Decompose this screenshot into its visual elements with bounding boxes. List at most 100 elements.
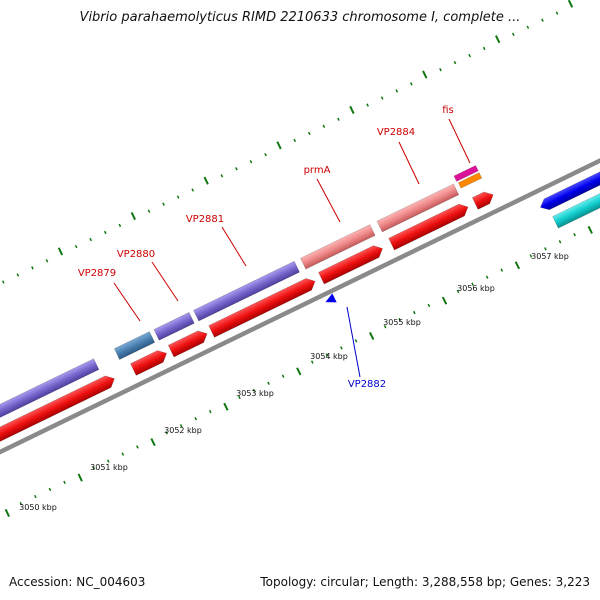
ruler-tick	[162, 202, 165, 206]
ruler-kbp-label: 3054 kbp	[310, 352, 348, 361]
ruler-tick	[249, 160, 253, 164]
callout-line	[316, 178, 341, 223]
ruler-tick	[179, 424, 183, 428]
ruler-tick	[252, 388, 256, 393]
ruler-tick	[511, 32, 515, 37]
reverse-gene-feature[interactable]	[552, 163, 600, 229]
ruler-tick	[439, 68, 442, 72]
gene-feature[interactable]	[113, 331, 156, 360]
ruler-tick	[150, 438, 156, 447]
ruler-tick	[130, 212, 136, 221]
ruler-tick	[573, 233, 576, 237]
ruler-tick	[57, 247, 64, 256]
ruler-tick	[31, 266, 34, 270]
ruler-tick	[165, 431, 168, 435]
ruler-tick	[293, 138, 297, 143]
ruler-tick	[194, 416, 198, 421]
callout-line	[221, 226, 247, 267]
gene-feature[interactable]	[153, 312, 195, 341]
ruler-tick	[1, 280, 5, 284]
ruler-tick	[325, 353, 329, 357]
ruler-tick	[77, 473, 83, 482]
ruler-tick	[264, 152, 267, 157]
ruler-tick	[276, 141, 282, 150]
callout-line	[346, 306, 361, 378]
ruler-tick	[176, 195, 180, 199]
ruler-tick	[555, 11, 559, 15]
ruler-tick	[526, 25, 530, 29]
ruler-tick	[121, 452, 125, 456]
ruler-tick	[514, 261, 521, 270]
gene-label[interactable]: VP2880	[117, 249, 155, 260]
reverse-small-feature[interactable]	[323, 293, 337, 306]
ruler-tick	[485, 275, 489, 279]
ruler-tick	[529, 254, 533, 258]
ruler-tick	[337, 117, 340, 121]
cds-feature[interactable]	[0, 373, 117, 471]
gene-label[interactable]: prmA	[304, 165, 331, 176]
reverse-ruler-ticks	[4, 225, 593, 517]
ruler-tick	[468, 53, 471, 58]
cds-feature[interactable]	[130, 347, 170, 376]
gene-fis-feature[interactable]	[453, 165, 479, 182]
gene-label[interactable]: VP2879	[78, 268, 116, 279]
ruler-tick	[238, 395, 241, 400]
ruler-tick	[118, 223, 122, 228]
ruler-tick	[409, 82, 413, 86]
ruler-tick	[495, 35, 501, 44]
ruler-tick	[307, 131, 311, 136]
ruler-tick	[74, 244, 78, 249]
ruler-tick	[544, 247, 547, 251]
gene-feature[interactable]	[0, 358, 100, 451]
ruler-tick	[92, 466, 96, 470]
gene-label[interactable]: VP2882	[348, 379, 386, 390]
ruler-tick	[296, 367, 302, 376]
ruler-tick	[208, 409, 212, 414]
accession-text: Accession: NC_004603	[9, 575, 146, 589]
ruler-tick	[4, 508, 10, 517]
ruler-kbp-label: 3056 kbp	[457, 284, 495, 293]
ruler-tick	[89, 237, 93, 242]
callout-line	[113, 282, 141, 322]
cds-feature[interactable]	[388, 201, 471, 251]
ruler-tick	[191, 188, 195, 192]
gene-feature[interactable]	[300, 224, 376, 270]
callout-line	[448, 118, 471, 164]
ruler-tick	[471, 282, 474, 286]
gene-label[interactable]: VP2884	[377, 127, 415, 138]
ruler-tick	[441, 296, 448, 305]
ruler-tick	[322, 124, 326, 128]
cds-feature[interactable]	[471, 189, 496, 210]
ruler-tick	[395, 89, 399, 93]
ruler-tick	[235, 167, 238, 171]
ruler-kbp-label: 3055 kbp	[383, 318, 421, 327]
ruler-tick	[103, 230, 107, 235]
gene-feature[interactable]	[458, 172, 483, 189]
gene-feature[interactable]	[376, 183, 460, 233]
cds-feature[interactable]	[208, 275, 318, 338]
ruler-tick	[587, 225, 593, 234]
ruler-tick	[349, 105, 355, 114]
ruler-tick	[482, 46, 486, 51]
ruler-tick	[340, 346, 343, 350]
gene-feature[interactable]	[193, 260, 300, 322]
ruler-tick	[34, 494, 37, 499]
forward-ruler-ticks	[1, 0, 574, 284]
reverse-cds-feature[interactable]	[538, 146, 600, 212]
ruler-tick	[267, 381, 270, 385]
ruler-tick	[383, 325, 387, 329]
cds-feature[interactable]	[167, 328, 210, 358]
genome-summary-text: Topology: circular; Length: 3,288,558 bp…	[260, 575, 590, 589]
cds-feature[interactable]	[318, 243, 386, 285]
ruler-tick	[136, 445, 139, 449]
ruler-tick	[223, 402, 229, 411]
gene-label[interactable]: fis	[442, 105, 454, 116]
ruler-tick	[422, 70, 428, 79]
map-title: Vibrio parahaemolyticus RIMD 2210633 chr…	[79, 10, 521, 25]
ruler-kbp-label: 3052 kbp	[164, 426, 202, 435]
ruler-tick	[220, 174, 224, 178]
ruler-tick	[147, 209, 151, 213]
gene-label[interactable]: VP2881	[186, 214, 224, 225]
ruler-tick	[310, 360, 314, 364]
